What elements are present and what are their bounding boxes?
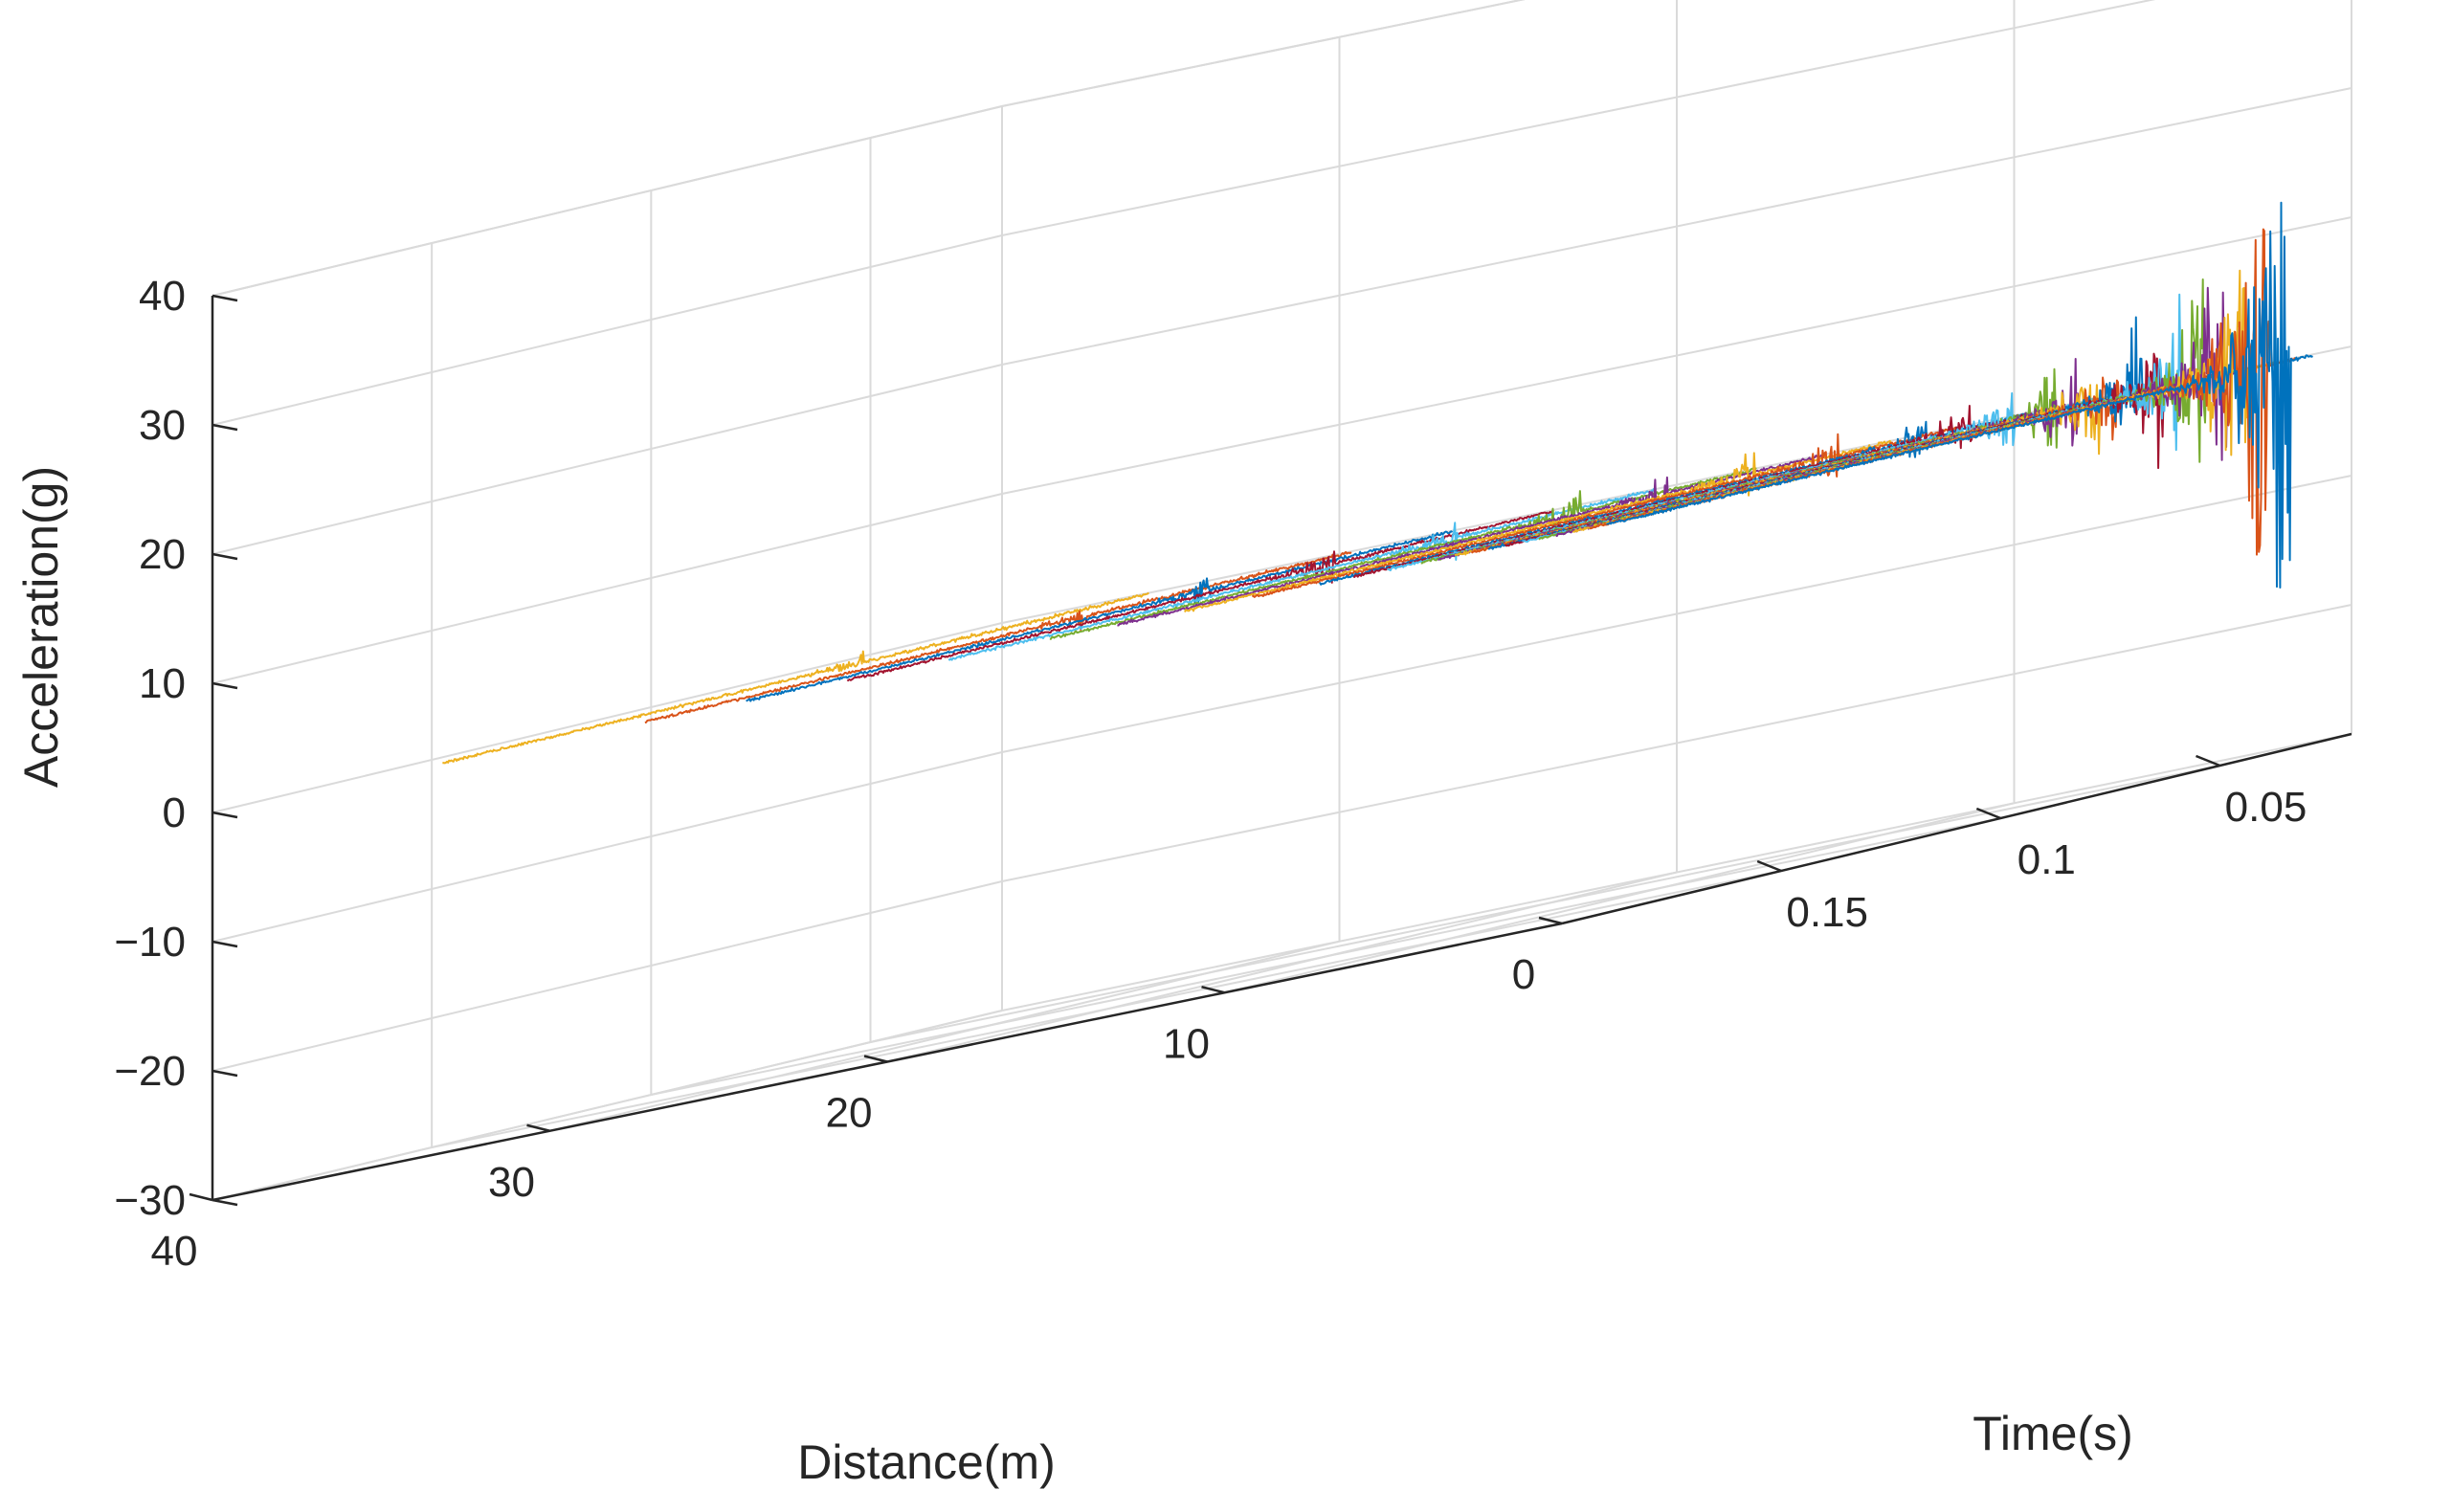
z-tick-label-0: −30 xyxy=(114,1177,186,1224)
series-trace-14 xyxy=(1319,411,2027,586)
z-axis-title: Acceleration(g) xyxy=(14,466,68,788)
z-tick-label-5: 20 xyxy=(139,531,186,578)
series-trace-22 xyxy=(644,550,1352,724)
x-tick-label-4: 40 xyxy=(151,1228,198,1275)
z-tick-label-4: 10 xyxy=(139,660,186,707)
grid-side-z-3 xyxy=(212,622,1003,813)
z-tick-label-3: 0 xyxy=(163,789,186,836)
grid-side-z-4 xyxy=(212,493,1003,684)
series-trace-16 xyxy=(1184,439,1892,613)
z-tick-2 xyxy=(212,940,238,948)
grid-side-z-1 xyxy=(212,880,1003,1072)
series-trace-23 xyxy=(442,591,1149,765)
series-layer xyxy=(442,201,2314,765)
x-tick-4 xyxy=(189,1192,213,1202)
time-axis-title: Time(s) xyxy=(1973,1407,2133,1460)
series-trace-15 xyxy=(1251,426,1959,598)
grid-side-z-5 xyxy=(212,364,1003,555)
box-edge-top-back xyxy=(1001,0,1526,107)
z-tick-label-6: 30 xyxy=(139,402,186,449)
x-tick-label-2: 20 xyxy=(826,1090,873,1137)
x-tick-label-0: 0 xyxy=(1512,951,1535,998)
series-trace-20 xyxy=(846,509,1554,682)
x-tick-2 xyxy=(863,1055,888,1063)
series-trace-17 xyxy=(1117,454,1825,627)
time-tick-2 xyxy=(1756,859,1782,873)
label-layer: −30 −20 −10 0 10 20 30 40 0 10 20 30 40 0.05 0.1 0.15 Di… xyxy=(14,273,2307,1489)
x-axis-title: Distance(m) xyxy=(797,1435,1055,1489)
axis-layer xyxy=(189,294,2352,1207)
time-tick-label-0: 0.05 xyxy=(2225,784,2307,831)
grid-floor-t-1 xyxy=(651,817,2001,1096)
z-tick-3 xyxy=(212,811,238,819)
x-tick-3 xyxy=(526,1123,550,1132)
grid-side-z-2 xyxy=(212,751,1003,943)
grid-layer xyxy=(212,0,2352,1201)
z-tick-4 xyxy=(212,681,238,690)
grid-side-z-6 xyxy=(212,234,1003,426)
box-edge-top-side xyxy=(212,105,1003,297)
x-tick-label-1: 10 xyxy=(1163,1020,1210,1067)
x-tick-1 xyxy=(1201,986,1225,994)
z-tick-label-1: −20 xyxy=(114,1048,186,1095)
time-tick-label-1: 0.1 xyxy=(2017,836,2076,883)
z-tick-0 xyxy=(212,1198,238,1207)
series-trace-19 xyxy=(947,488,1656,661)
series-trace-0 xyxy=(1606,201,2314,589)
z-tick-5 xyxy=(212,552,238,561)
time-tick-label-2: 0.15 xyxy=(1786,889,1868,936)
series-trace-21 xyxy=(746,530,1454,702)
time-tick-1 xyxy=(1975,807,2001,820)
z-tick-1 xyxy=(212,1069,238,1078)
time-tick-0 xyxy=(2196,754,2220,767)
z-tick-label-7: 40 xyxy=(139,273,186,320)
grid-floor-t-0 xyxy=(870,765,2220,1043)
z-tick-6 xyxy=(212,423,238,432)
series-trace-18 xyxy=(1049,467,1757,640)
grid-floor-t-2 xyxy=(431,870,1782,1148)
z-tick-label-2: −10 xyxy=(114,919,186,966)
z-tick-7 xyxy=(212,294,238,302)
x-tick-0 xyxy=(1538,916,1563,925)
x-tick-label-3: 30 xyxy=(488,1159,535,1206)
